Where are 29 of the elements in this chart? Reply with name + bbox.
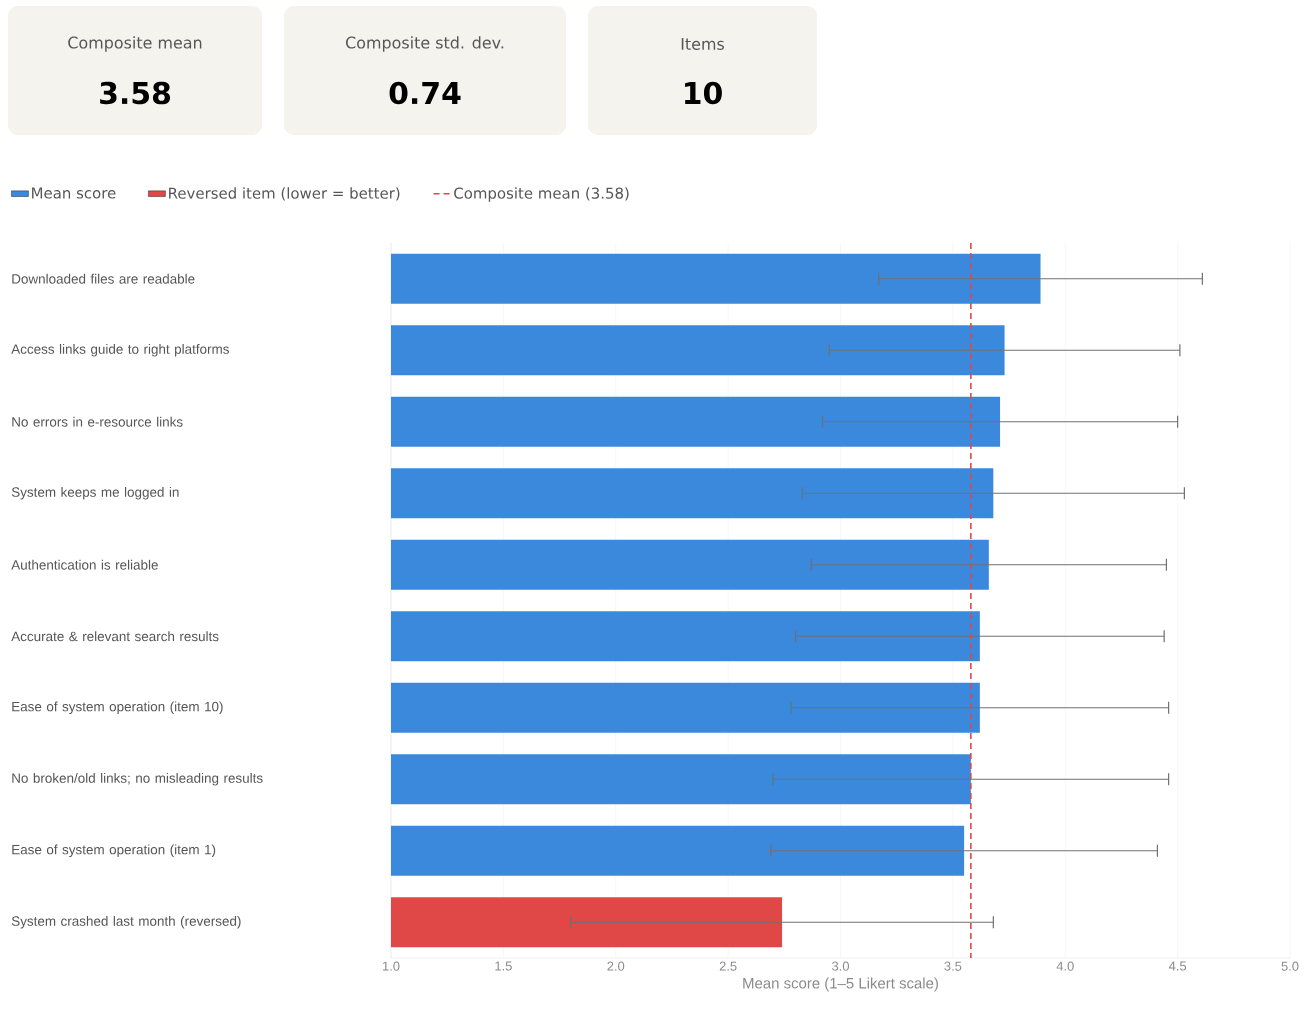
x-tick-label: 1.0 bbox=[382, 961, 400, 971]
x-tick-label: 3.5 bbox=[944, 961, 962, 971]
y-tick-label: No broken/old links; no misleading results bbox=[12, 773, 263, 786]
text: 0.74 bbox=[389, 81, 461, 105]
x-tick-label: 1.5 bbox=[495, 961, 512, 971]
y-tick-label: Downloaded files are readable bbox=[12, 273, 195, 284]
y-tick-label: Access links guide to right platforms bbox=[11, 343, 229, 357]
x-tick-label: 4.5 bbox=[1168, 961, 1187, 971]
x-tick-label: 2.0 bbox=[607, 961, 625, 971]
y-tick-label: Authentication is reliable bbox=[11, 559, 158, 570]
text: 10 bbox=[685, 81, 722, 105]
x-tick-label: 2.5 bbox=[719, 961, 737, 971]
x-axis-title: Mean score (1–5 Likert scale) bbox=[743, 977, 938, 992]
legend-label: Mean score bbox=[32, 187, 116, 199]
y-tick-label: System keeps me logged in bbox=[11, 486, 179, 500]
y-tick-label: No errors in e-resource links bbox=[12, 416, 183, 427]
text: Composite mean bbox=[68, 36, 202, 52]
y-tick-label: Ease of system operation (item 10) bbox=[12, 701, 223, 715]
text: Items bbox=[681, 38, 725, 50]
legend-label: Reversed item (lower = better) bbox=[169, 187, 400, 201]
text: 3.58 bbox=[100, 81, 171, 105]
y-tick-label: Accurate & relevant search results bbox=[11, 631, 219, 642]
x-tick-label: 5.0 bbox=[1281, 961, 1299, 971]
x-tick-label: 3.0 bbox=[832, 961, 850, 971]
y-tick-label: System crashed last month (reversed) bbox=[11, 916, 241, 929]
text: Composite std. dev. bbox=[345, 36, 504, 52]
y-tick-label: Ease of system operation (item 1) bbox=[12, 844, 216, 858]
legend-label: Composite mean (3.58) bbox=[454, 187, 629, 202]
x-tick-label: 4.0 bbox=[1056, 961, 1074, 971]
